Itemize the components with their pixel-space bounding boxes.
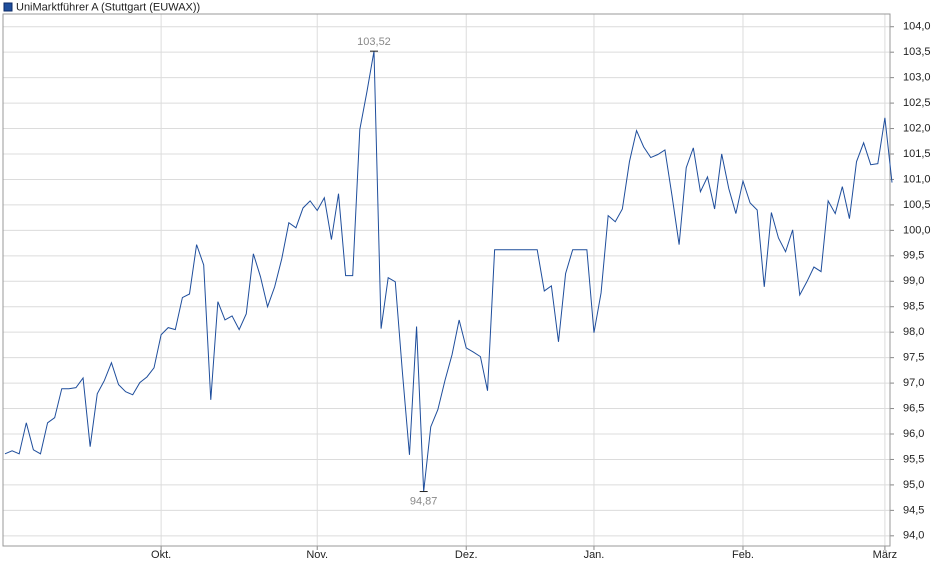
y-tick-label: 100,5 (903, 199, 931, 211)
y-tick-label: 101,0 (903, 173, 931, 185)
y-tick-label: 103,0 (903, 72, 931, 84)
legend-swatch (3, 2, 13, 12)
y-tick-label: 103,5 (903, 46, 931, 58)
y-tick-label: 95,0 (903, 479, 924, 491)
y-tick-label: 98,5 (903, 301, 924, 313)
x-tick-label: Okt. (151, 549, 171, 561)
x-tick-label: Feb. (732, 549, 754, 561)
y-tick-label: 99,0 (903, 275, 924, 287)
y-tick-label: 94,5 (903, 504, 924, 516)
y-tick-label: 95,5 (903, 453, 924, 465)
x-tick-label: März (873, 549, 897, 561)
y-tick-label: 96,0 (903, 428, 924, 440)
plot-frame (2, 13, 891, 547)
extreme-label: 94,87 (410, 495, 438, 507)
x-tick-label: Jan. (584, 549, 605, 561)
extreme-label: 103,52 (357, 36, 391, 48)
y-tick-label: 99,5 (903, 250, 924, 262)
y-tick-label: 96,5 (903, 402, 924, 414)
y-tick-label: 97,5 (903, 352, 924, 364)
x-tick-label: Dez. (455, 549, 478, 561)
y-tick-label: 100,0 (903, 224, 931, 236)
y-tick-label: 97,0 (903, 377, 924, 389)
x-tick-label: Nov. (306, 549, 328, 561)
y-tick-label: 102,0 (903, 122, 931, 134)
y-tick-label: 101,5 (903, 148, 931, 160)
y-tick-label: 98,0 (903, 326, 924, 338)
price-line (4, 51, 893, 492)
y-tick-label: 94,0 (903, 530, 924, 542)
legend-label: UniMarktführer A (Stuttgart (EUWAX)) (16, 1, 200, 13)
y-tick-label: 102,5 (903, 97, 931, 109)
y-tick-label: 104,0 (903, 21, 931, 33)
